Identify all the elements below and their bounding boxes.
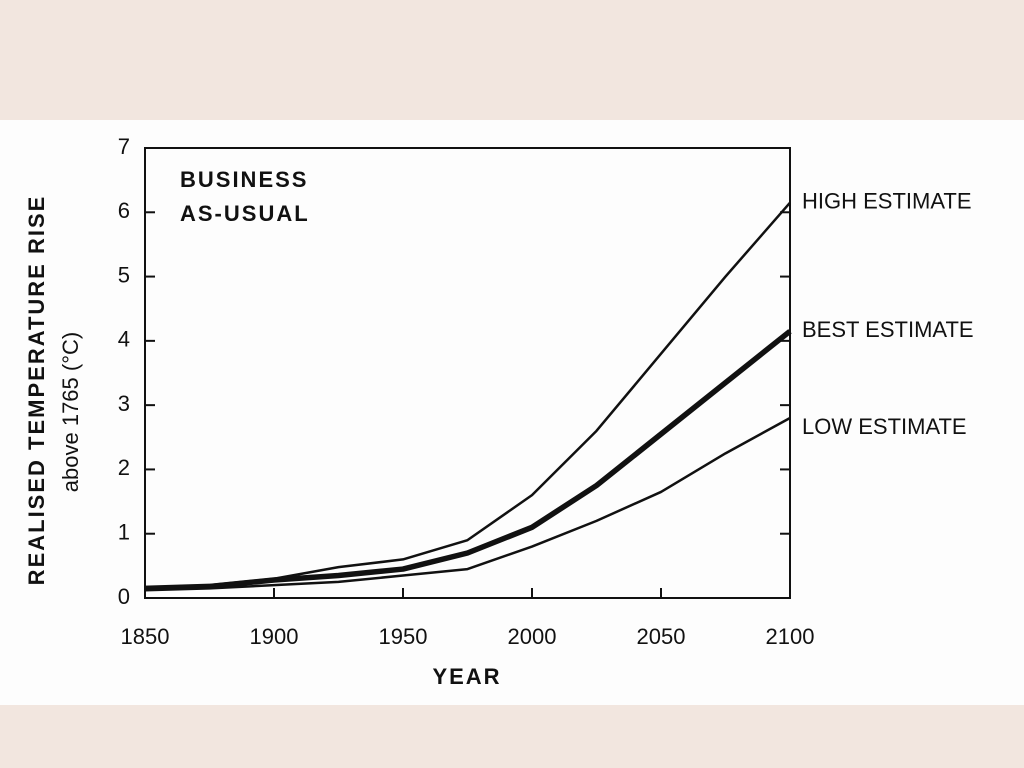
y-tick-label: 5 xyxy=(118,262,130,287)
x-tick-label: 1950 xyxy=(379,624,428,649)
y-tick-label: 2 xyxy=(118,455,130,480)
y-tick-label: 4 xyxy=(118,327,130,352)
x-tick-label: 1850 xyxy=(121,624,170,649)
y-axis-sublabel: above 1765 (°C) xyxy=(58,332,83,492)
x-tick-label: 1900 xyxy=(250,624,299,649)
x-tick-label: 2100 xyxy=(766,624,815,649)
line-series xyxy=(144,201,791,590)
x-tick-label: 2050 xyxy=(637,624,686,649)
annotation: BUSINESS xyxy=(180,167,308,192)
line-series xyxy=(144,416,791,592)
y-axis-label: REALISED TEMPERATURE RISE xyxy=(24,195,49,586)
line-series xyxy=(144,329,792,592)
y-tick-label: 1 xyxy=(118,520,130,545)
y-tick-label: 0 xyxy=(118,584,130,609)
plot-frame xyxy=(144,147,791,599)
series-label: LOW ESTIMATE xyxy=(802,414,967,439)
series-label: HIGH ESTIMATE xyxy=(802,188,972,213)
x-axis-label: YEAR xyxy=(432,664,501,689)
y-tick-label: 6 xyxy=(118,198,130,223)
slide-card xyxy=(0,120,1024,705)
y-tick-label: 3 xyxy=(118,391,130,416)
series-label: BEST ESTIMATE xyxy=(802,317,974,342)
y-tick-label: 7 xyxy=(118,134,130,159)
annotation: AS-USUAL xyxy=(180,201,310,226)
x-tick-label: 2000 xyxy=(508,624,557,649)
